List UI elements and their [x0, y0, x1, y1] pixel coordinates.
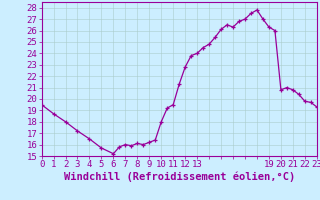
X-axis label: Windchill (Refroidissement éolien,°C): Windchill (Refroidissement éolien,°C) — [64, 172, 295, 182]
